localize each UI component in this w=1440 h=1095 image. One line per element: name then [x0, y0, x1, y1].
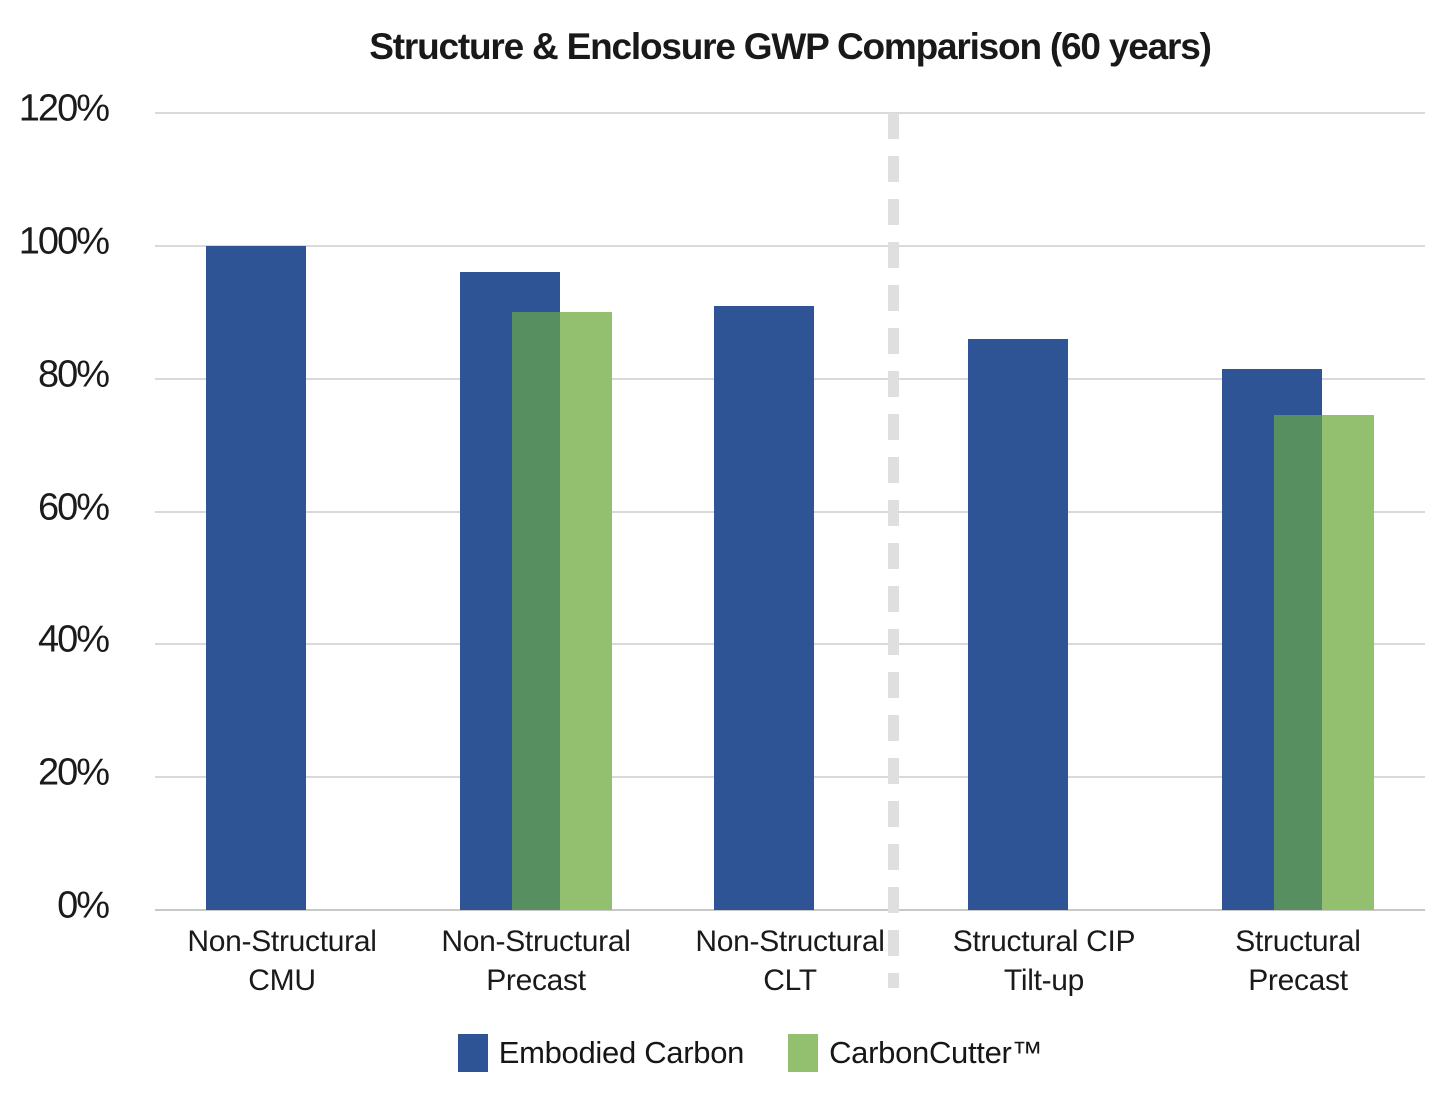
y-axis-tick-label-80: 80% [37, 353, 110, 396]
category-label-line: Non-Structural [441, 925, 631, 958]
category-label-line: Structural [1235, 925, 1361, 958]
gridline-120 [155, 112, 1425, 114]
bar-group-non-structural-cmu [206, 113, 358, 910]
legend-item-embodied-carbon: Embodied Carbon [457, 1034, 745, 1072]
y-axis: 0% 20% 40% 60% 80% 100% 120% [0, 0, 110, 930]
category-label-line: Precast [1248, 964, 1348, 997]
bar-embodied-carbon-non-structural-clt [714, 305, 814, 910]
category-label-line: CMU [248, 964, 316, 997]
category-separator-line [888, 113, 899, 988]
y-axis-tick-label-40: 40% [37, 618, 110, 661]
bar-embodied-carbon-structural-cip-tilt-up [968, 338, 1068, 910]
bar-group-non-structural-precast [460, 113, 612, 910]
y-axis-tick-label-0: 0% [57, 884, 110, 927]
category-axis: Non-Structural CMU Non-Structural Precast No… [155, 922, 1425, 1000]
category-label-non-structural-clt: Non-Structural CLT [663, 922, 917, 1000]
legend: Embodied Carbon CarbonCutter™ [65, 1034, 1435, 1072]
category-label-non-structural-cmu: Non-Structural CMU [155, 922, 409, 1000]
legend-label-carboncutter: CarbonCutter™ [829, 1035, 1043, 1070]
bar-carboncutter-structural-precast [1274, 415, 1374, 910]
category-label-line: Structural CIP [952, 925, 1136, 958]
category-label-line: CLT [763, 964, 817, 997]
category-label-structural-precast: Structural Precast [1171, 922, 1425, 1000]
category-label-line: Non-Structural [187, 925, 377, 958]
y-axis-tick-label-100: 100% [18, 220, 110, 263]
category-label-line: Precast [486, 964, 586, 997]
category-label-line: Tilt-up [1003, 964, 1085, 997]
y-axis-tick-label-120: 120% [18, 87, 110, 130]
category-slot-structural-cip-tilt-up [917, 113, 1171, 910]
bar-group-structural-precast [1222, 113, 1374, 910]
category-slot-structural-precast [1171, 113, 1425, 910]
y-axis-tick-label-20: 20% [37, 751, 110, 794]
bar-group-structural-cip-tilt-up [968, 113, 1120, 910]
category-slot-non-structural-cmu [155, 113, 409, 910]
category-label-line: Non-Structural [695, 925, 885, 958]
legend-swatch-embodied-carbon [457, 1034, 488, 1072]
bar-embodied-carbon-non-structural-cmu [206, 245, 306, 910]
bar-group-non-structural-clt [714, 113, 866, 910]
bars-layer [155, 113, 1425, 910]
plot-area [155, 112, 1425, 988]
legend-swatch-carboncutter [788, 1034, 819, 1072]
gridline-100 [155, 244, 1425, 247]
legend-item-carboncutter: CarbonCutter™ [788, 1034, 1043, 1072]
y-axis-tick-label-60: 60% [37, 486, 110, 528]
bar-carboncutter-non-structural-precast [512, 312, 612, 910]
category-slot-non-structural-clt [663, 113, 917, 910]
legend-label-embodied-carbon: Embodied Carbon [498, 1035, 745, 1070]
category-slot-non-structural-precast [409, 113, 663, 910]
chart-title: Structure & Enclosure GWP Comparison (60… [369, 26, 1212, 67]
x-axis-line [155, 909, 1425, 911]
category-label-structural-cip-tilt-up: Structural CIP Tilt-up [917, 922, 1171, 1000]
category-label-non-structural-precast: Non-Structural Precast [409, 922, 663, 1000]
